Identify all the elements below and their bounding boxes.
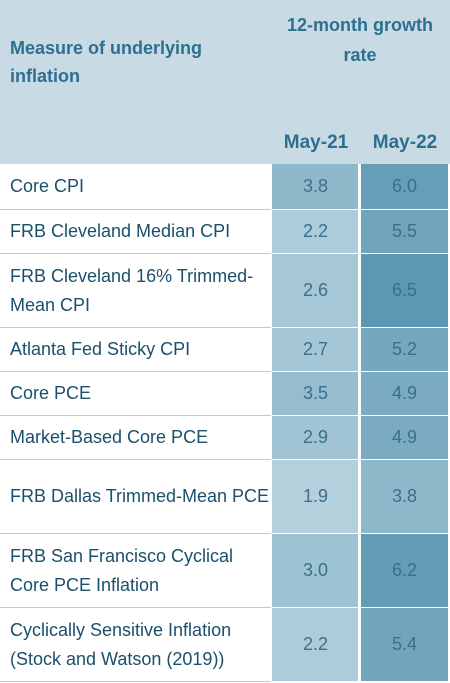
value-cell-may-22: 6.5 [361, 254, 448, 328]
value-cell-may-21: 2.2 [272, 210, 359, 254]
table-row: Core PCE 3.5 4.9 [0, 372, 450, 416]
value-cell-may-22: 6.2 [361, 534, 448, 608]
table-row: Atlanta Fed Sticky CPI 2.7 5.2 [0, 328, 450, 372]
value-cell-may-21: 1.9 [272, 460, 359, 534]
value-cell-may-21: 2.9 [272, 416, 359, 460]
column-header-may21: May-21 [283, 132, 349, 153]
value-cell-may-21: 2.7 [272, 328, 359, 372]
measure-label: Core CPI [0, 164, 271, 210]
measure-label: FRB San Francisco Cyclical Core PCE Infl… [0, 534, 271, 608]
value-cell-may-21: 3.8 [272, 164, 359, 210]
measure-label: Core PCE [0, 372, 271, 416]
value-cell-may-21: 2.6 [272, 254, 359, 328]
measure-label: FRB Cleveland Median CPI [0, 210, 271, 254]
value-cell-may-22: 6.0 [361, 164, 448, 210]
growth-rate-header: 12-month growth rate [287, 15, 433, 65]
column-divider [358, 164, 360, 683]
value-cell-may-21: 3.5 [272, 372, 359, 416]
measure-label: Market-Based Core PCE [0, 416, 271, 460]
table-row: FRB Cleveland Median CPI 2.2 5.5 [0, 210, 450, 254]
measure-label: FRB Cleveland 16% Trimmed-Mean CPI [0, 254, 271, 328]
measure-column-header: Measure of underlying inflation [10, 38, 203, 86]
table-row: FRB San Francisco Cyclical Core PCE Infl… [0, 534, 450, 608]
value-cell-may-21: 2.2 [272, 608, 359, 682]
value-cell-may-21: 3.0 [272, 534, 359, 608]
column-header-may22: May-22 [372, 132, 438, 153]
value-cell-may-22: 5.5 [361, 210, 448, 254]
table-header: Measure of underlying inflation 12-month… [0, 0, 450, 164]
value-cell-may-22: 3.8 [361, 460, 448, 534]
value-cell-may-22: 5.2 [361, 328, 448, 372]
measure-label: Cyclically Sensitive Inflation (Stock an… [0, 608, 271, 682]
measure-label: Atlanta Fed Sticky CPI [0, 328, 271, 372]
table-row: Market-Based Core PCE 2.9 4.9 [0, 416, 450, 460]
table-row: Core CPI 3.8 6.0 [0, 164, 450, 210]
value-cell-may-22: 4.9 [361, 372, 448, 416]
table-row: Cyclically Sensitive Inflation (Stock an… [0, 608, 450, 682]
value-cell-may-22: 5.4 [361, 608, 448, 682]
table-row: FRB Dallas Trimmed-Mean PCE 1.9 3.8 [0, 460, 450, 534]
table-row: FRB Cleveland 16% Trimmed-Mean CPI 2.6 6.5 [0, 254, 450, 328]
measure-label: FRB Dallas Trimmed-Mean PCE [0, 460, 271, 534]
value-cell-may-22: 4.9 [361, 416, 448, 460]
